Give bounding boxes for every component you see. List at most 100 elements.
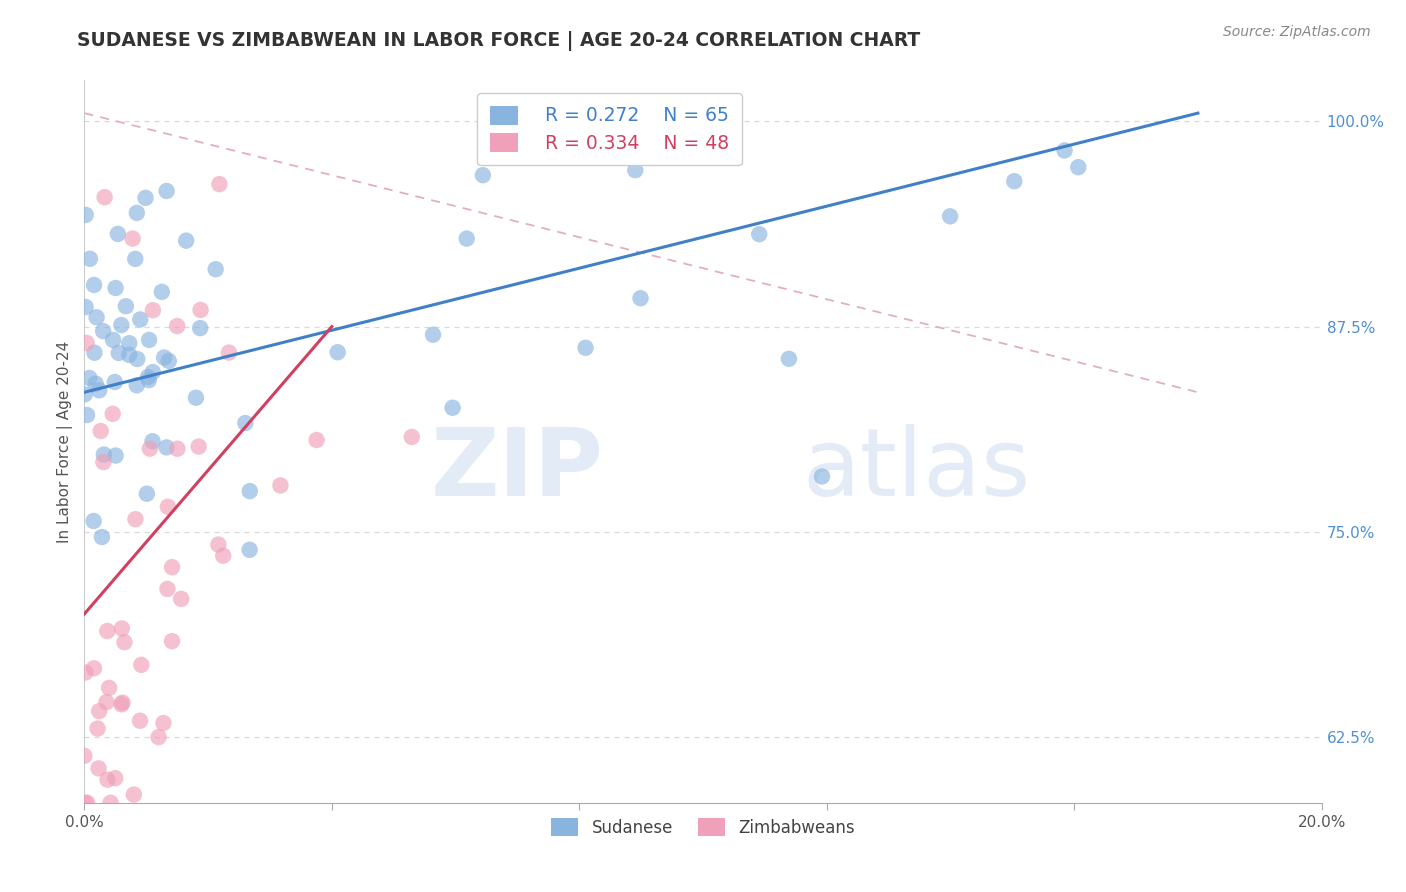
Point xyxy=(76,335,98,350)
Point xyxy=(188,321,211,335)
Point xyxy=(100,796,122,810)
Point xyxy=(96,695,118,709)
Point xyxy=(212,549,235,563)
Point xyxy=(239,542,262,557)
Point xyxy=(138,333,160,347)
Point xyxy=(87,761,110,775)
Point xyxy=(574,341,596,355)
Point xyxy=(471,168,494,182)
Point xyxy=(233,416,256,430)
Point xyxy=(157,354,180,368)
Point xyxy=(104,771,127,785)
Point xyxy=(111,622,134,636)
Point xyxy=(155,441,177,455)
Point xyxy=(1067,160,1090,174)
Point xyxy=(125,378,148,392)
Point xyxy=(141,434,163,449)
Point xyxy=(208,177,231,191)
Point xyxy=(91,324,114,338)
Point xyxy=(160,560,183,574)
Point xyxy=(1002,174,1025,188)
Legend: Sudanese, Zimbabweans: Sudanese, Zimbabweans xyxy=(540,806,866,848)
Point xyxy=(129,312,152,326)
Text: ZIP: ZIP xyxy=(432,425,605,516)
Point xyxy=(135,486,157,500)
Point xyxy=(75,300,97,314)
Point xyxy=(110,318,132,332)
Point xyxy=(218,345,240,359)
Point xyxy=(305,433,328,447)
Point xyxy=(127,351,149,366)
Point xyxy=(748,227,770,242)
Point xyxy=(624,163,647,178)
Point xyxy=(83,661,105,675)
Point xyxy=(115,299,138,313)
Point xyxy=(156,500,179,514)
Point xyxy=(75,665,97,680)
Text: SUDANESE VS ZIMBABWEAN IN LABOR FORCE | AGE 20-24 CORRELATION CHART: SUDANESE VS ZIMBABWEAN IN LABOR FORCE | … xyxy=(77,31,921,51)
Point xyxy=(93,190,115,204)
Point xyxy=(152,716,174,731)
Point xyxy=(138,373,160,387)
Point xyxy=(170,591,193,606)
Point xyxy=(207,538,229,552)
Point xyxy=(778,351,800,366)
Point xyxy=(124,252,146,266)
Point xyxy=(86,310,108,325)
Point xyxy=(630,291,652,305)
Point xyxy=(86,722,108,736)
Point xyxy=(118,348,141,362)
Point xyxy=(166,442,188,456)
Point xyxy=(150,285,173,299)
Point xyxy=(139,442,162,456)
Point xyxy=(118,336,141,351)
Point xyxy=(135,191,157,205)
Point xyxy=(153,351,176,365)
Point xyxy=(89,384,111,398)
Point xyxy=(79,252,101,266)
Point xyxy=(73,748,96,763)
Point xyxy=(110,698,132,712)
Point xyxy=(89,704,111,718)
Y-axis label: In Labor Force | Age 20-24: In Labor Force | Age 20-24 xyxy=(58,341,73,542)
Point xyxy=(76,408,98,422)
Point xyxy=(401,430,423,444)
Point xyxy=(111,696,134,710)
Point xyxy=(714,136,737,150)
Point xyxy=(101,333,124,347)
Point xyxy=(98,681,121,695)
Point xyxy=(269,478,291,492)
Point xyxy=(124,512,146,526)
Point xyxy=(104,281,127,295)
Point xyxy=(422,327,444,342)
Point xyxy=(1053,144,1076,158)
Point xyxy=(79,371,101,385)
Point xyxy=(93,455,115,469)
Point xyxy=(811,469,834,483)
Point xyxy=(148,730,170,744)
Point xyxy=(104,449,127,463)
Point xyxy=(326,345,349,359)
Text: atlas: atlas xyxy=(801,425,1031,516)
Point xyxy=(96,624,118,638)
Point xyxy=(129,714,152,728)
Point xyxy=(939,210,962,224)
Point xyxy=(114,635,136,649)
Point xyxy=(156,582,179,596)
Point xyxy=(90,530,112,544)
Point xyxy=(73,387,96,401)
Point xyxy=(76,796,98,810)
Point xyxy=(84,376,107,391)
Point xyxy=(142,365,165,379)
Point xyxy=(122,788,145,802)
Point xyxy=(155,184,177,198)
Point xyxy=(142,303,165,318)
Point xyxy=(104,375,127,389)
Point xyxy=(190,302,212,317)
Point xyxy=(441,401,464,415)
Point xyxy=(125,206,148,220)
Point xyxy=(93,448,115,462)
Point xyxy=(239,484,262,499)
Point xyxy=(187,440,209,454)
Point xyxy=(83,345,105,359)
